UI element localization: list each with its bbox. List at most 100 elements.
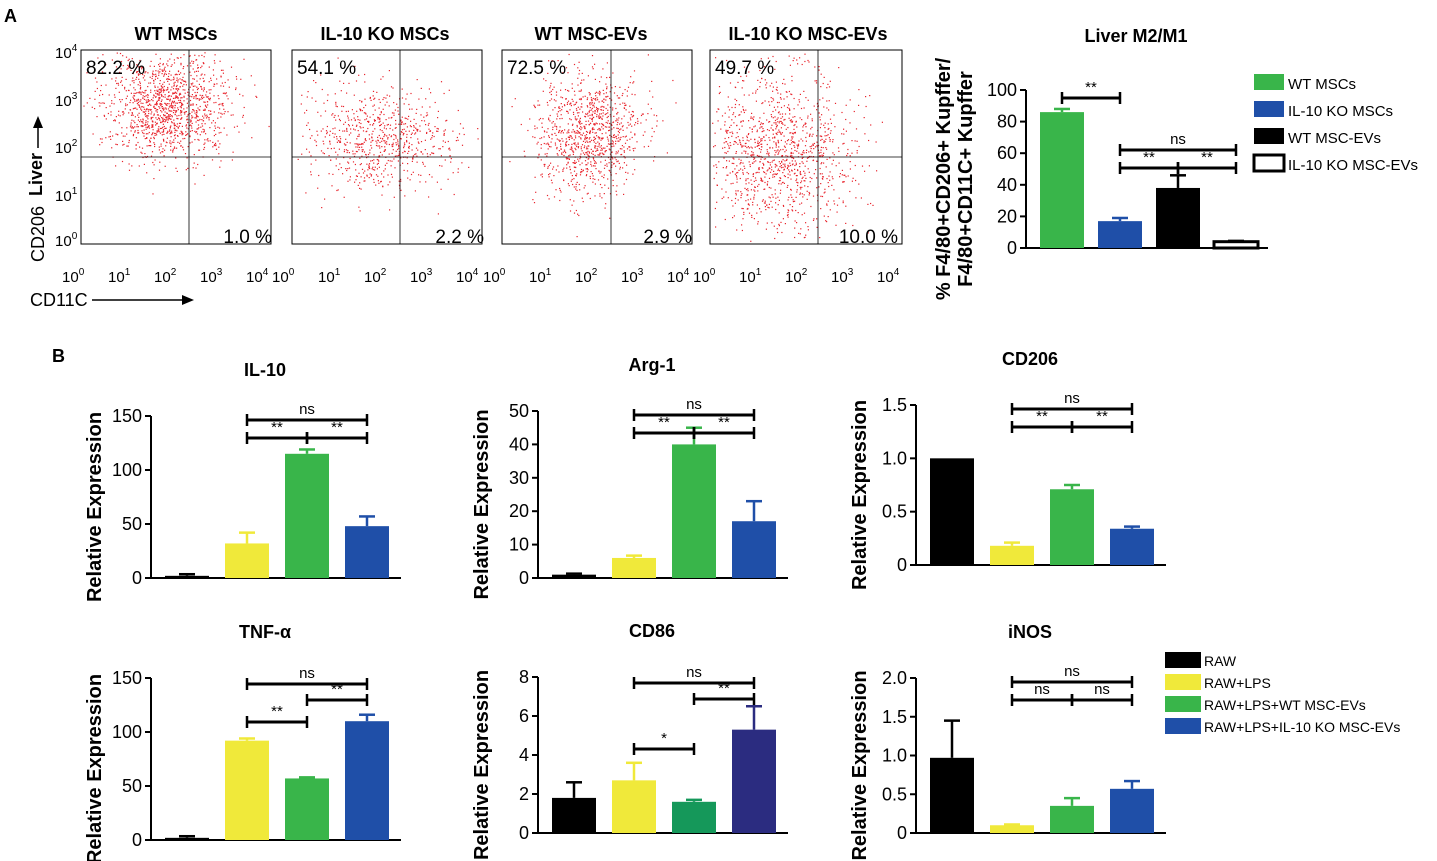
scatter-dot bbox=[592, 150, 594, 152]
scatter-dot bbox=[159, 83, 161, 85]
scatter-dot bbox=[630, 76, 632, 78]
scatter-dot bbox=[193, 61, 195, 63]
scatter-dot bbox=[370, 174, 373, 176]
scatter-dot bbox=[821, 162, 823, 164]
scatter-dot bbox=[420, 114, 422, 116]
scatter-dot bbox=[819, 119, 821, 121]
scatter-dot bbox=[154, 132, 156, 134]
scatter-dot bbox=[157, 99, 160, 101]
scatter-dot bbox=[621, 145, 623, 147]
scatter-dot bbox=[371, 136, 373, 138]
scatter-dot bbox=[327, 147, 329, 149]
scatter-dot bbox=[630, 114, 632, 116]
scatter-dot bbox=[162, 83, 164, 85]
scatter-dot bbox=[158, 72, 160, 74]
scatter-dot bbox=[142, 156, 144, 159]
scatter-dot bbox=[738, 169, 740, 171]
scatter-dot bbox=[343, 196, 345, 198]
scatter-dot bbox=[590, 171, 592, 173]
scatter-dot bbox=[410, 137, 412, 139]
scatter-dot bbox=[787, 184, 789, 187]
scatter-dot bbox=[368, 163, 371, 165]
scatter-dot bbox=[206, 116, 208, 118]
scatter-dot bbox=[170, 136, 172, 138]
scatter-dot bbox=[740, 194, 742, 196]
scatter-dot bbox=[604, 164, 606, 166]
scatter-dot bbox=[222, 102, 224, 105]
scatter-dot bbox=[748, 161, 750, 163]
scatter-dot bbox=[136, 124, 138, 126]
scatter-dot bbox=[576, 109, 578, 111]
scatter-dot bbox=[366, 174, 368, 176]
scatter-dot bbox=[170, 104, 172, 106]
scatter-dot bbox=[305, 192, 307, 194]
scatter-dot bbox=[144, 96, 146, 98]
scatter-dot bbox=[788, 165, 790, 167]
scatter-dot bbox=[611, 164, 613, 166]
scatter-dot bbox=[746, 194, 748, 196]
scatter-dot bbox=[113, 120, 115, 122]
scatter-dot bbox=[592, 178, 594, 180]
scatter-dot bbox=[793, 132, 795, 134]
scatter-dot bbox=[189, 136, 191, 138]
scatter-dot bbox=[96, 81, 98, 83]
scatter-dot bbox=[376, 142, 378, 144]
scatter-dot bbox=[205, 117, 208, 119]
scatter-dot bbox=[384, 133, 386, 135]
scatter-dot bbox=[808, 191, 810, 194]
scatter-dot bbox=[826, 87, 828, 89]
scatter-dot bbox=[809, 146, 811, 148]
scatter-dot bbox=[798, 101, 801, 103]
scatter-dot bbox=[209, 140, 211, 142]
scatter-dot bbox=[428, 196, 430, 198]
scatter-dot bbox=[574, 118, 576, 120]
scatter-dot bbox=[408, 130, 410, 132]
scatter-dot bbox=[139, 84, 141, 87]
scatter-dot bbox=[831, 184, 833, 186]
scatter-dot bbox=[150, 118, 152, 120]
scatter-dot bbox=[604, 207, 606, 209]
scatter-dot bbox=[363, 151, 366, 153]
scatter-dot bbox=[747, 173, 750, 175]
scatter-dot bbox=[163, 68, 165, 70]
scatter-dot bbox=[410, 92, 412, 95]
scatter-dot bbox=[346, 92, 348, 94]
scatter-dot bbox=[858, 89, 860, 91]
scatter-dot bbox=[187, 121, 189, 124]
scatter-dot bbox=[754, 186, 756, 188]
scatter-dot bbox=[754, 125, 756, 127]
scatter-dot bbox=[768, 152, 770, 154]
scatter-dot bbox=[618, 132, 620, 134]
scatter-dot bbox=[377, 118, 379, 120]
scatter-dot bbox=[867, 203, 869, 205]
scatter-dot bbox=[180, 72, 182, 74]
scatter-dot bbox=[450, 158, 452, 160]
scatter-dot bbox=[782, 148, 784, 151]
scatter-dot bbox=[734, 202, 736, 204]
scatter-dot bbox=[560, 82, 562, 84]
scatter-dot bbox=[824, 191, 826, 193]
scatter-dot bbox=[403, 123, 405, 125]
scatter-dot bbox=[784, 83, 786, 85]
scatter-dot bbox=[183, 73, 185, 75]
scatter-dot bbox=[388, 153, 390, 155]
scatter-dot bbox=[751, 147, 753, 149]
scatter-dot bbox=[787, 209, 789, 211]
scatter-dot bbox=[557, 115, 559, 117]
scatter-dot bbox=[803, 107, 805, 109]
scatter-dot bbox=[824, 122, 826, 124]
scatter-dot bbox=[138, 116, 140, 118]
scatter-dot bbox=[800, 138, 802, 140]
scatter-dot bbox=[569, 118, 571, 120]
scatter-dot bbox=[591, 117, 594, 119]
scatter-dot bbox=[548, 198, 550, 200]
scatter-dot bbox=[170, 74, 172, 76]
scatter-dot bbox=[606, 77, 608, 79]
scatter-dot bbox=[591, 102, 593, 104]
scatter-dot bbox=[590, 161, 592, 163]
scatter-dot bbox=[158, 90, 160, 92]
scatter-dot bbox=[527, 129, 529, 132]
scatter-dot bbox=[809, 133, 811, 135]
scatter-dot bbox=[167, 117, 169, 119]
